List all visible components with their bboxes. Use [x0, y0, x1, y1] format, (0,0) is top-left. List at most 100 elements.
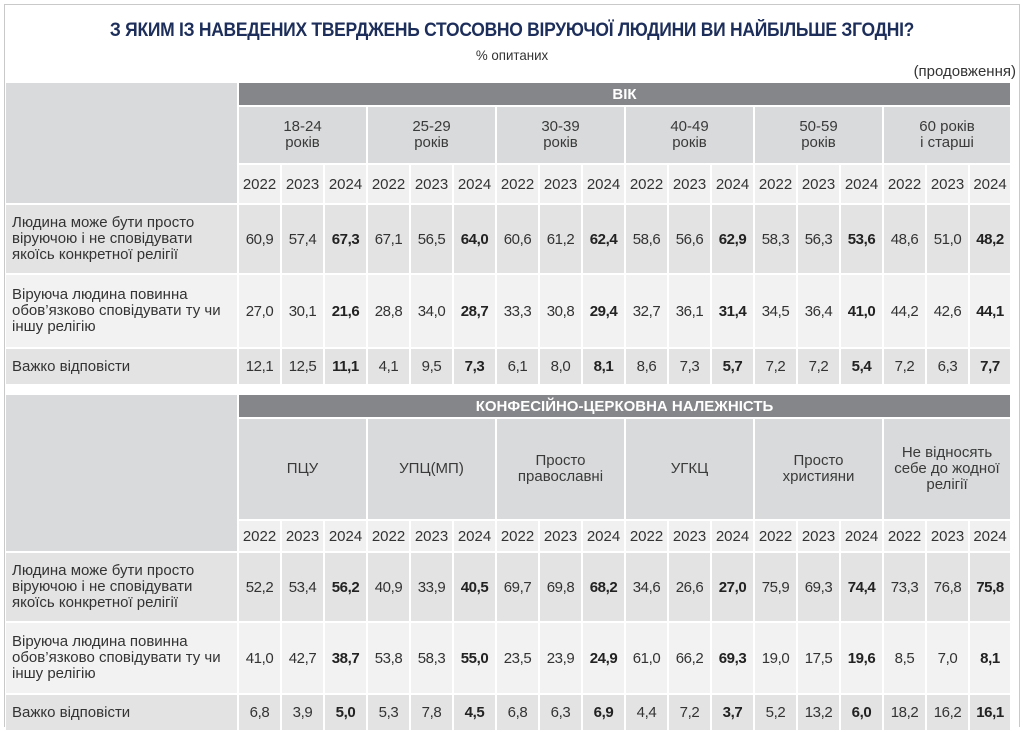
year-header: 2023: [926, 520, 970, 553]
year-header: 2023: [410, 520, 454, 553]
value-cell-2024: 27,0: [711, 552, 755, 623]
group-label-line1: Просто: [535, 452, 586, 469]
value-cell: 8,5: [883, 622, 927, 695]
value-cell: 3,9: [281, 694, 325, 732]
value-cell: 26,6: [668, 552, 712, 623]
group-label-line2: років: [285, 134, 320, 151]
value-cell-2024: 6,0: [840, 694, 884, 732]
year-header: 2024: [969, 520, 1013, 553]
value-cell-2024: 48,2: [969, 204, 1012, 275]
group-label-line2: православні: [517, 468, 604, 485]
value-cell-2024: 11,1: [324, 348, 368, 386]
year-header: 2023: [668, 164, 712, 205]
value-cell-2024: 16,1: [969, 694, 1013, 732]
value-cell: 56,6: [668, 204, 712, 275]
value-cell: 7,2: [797, 348, 841, 386]
value-cell-2024: 28,7: [453, 274, 497, 349]
year-header: 2022: [883, 164, 927, 205]
value-cell-2024: 41,0: [840, 274, 884, 349]
year-header: 2023: [281, 520, 325, 553]
group-header: 60 років і старші: [883, 106, 1012, 165]
table-frame: [4, 4, 1020, 727]
page-subtitle: % опитаних: [475, 47, 549, 63]
group-label-line2: років: [543, 134, 578, 151]
value-cell: 34,6: [625, 552, 669, 623]
value-cell: 69,7: [496, 552, 540, 623]
value-cell: 42,6: [926, 274, 970, 349]
value-cell: 61,2: [539, 204, 583, 275]
row-label: Важко відповісти: [6, 348, 239, 386]
value-cell: 33,9: [410, 552, 454, 623]
year-header: 2022: [238, 164, 282, 205]
group-header: 40-49 років: [625, 106, 755, 165]
value-cell-2024: 19,6: [840, 622, 884, 695]
year-header: 2023: [797, 520, 841, 553]
value-cell: 6,3: [926, 348, 970, 386]
group-header: 30-39 років: [496, 106, 626, 165]
value-cell-2024: 75,8: [969, 552, 1013, 623]
page-title: З ЯКИМ ІЗ НАВЕДЕНИХ ТВЕРДЖЕНЬ СТОСОВНО В…: [109, 20, 915, 41]
year-header: 2024: [840, 164, 884, 205]
year-header: 2024: [453, 164, 497, 205]
value-cell-2024: 55,0: [453, 622, 497, 695]
value-cell: 7,2: [883, 348, 927, 386]
value-cell: 6,8: [496, 694, 540, 732]
value-cell-2024: 62,4: [582, 204, 626, 275]
continuation-note: (продовження): [913, 63, 1016, 80]
year-header: 2022: [625, 164, 669, 205]
group-label-line1: УГКЦ: [670, 460, 709, 477]
value-cell-2024: 29,4: [582, 274, 626, 349]
value-cell: 42,7: [281, 622, 325, 695]
group-label-line2: років: [801, 134, 836, 151]
value-cell: 69,3: [797, 552, 841, 623]
group-label-line1: 50-59: [799, 118, 838, 135]
group-label-line2: років: [672, 134, 707, 151]
value-cell: 34,0: [410, 274, 454, 349]
year-header: 2023: [281, 164, 325, 205]
group-header: 18-24 років: [238, 106, 368, 165]
year-header: 2022: [754, 164, 798, 205]
value-cell-2024: 62,9: [711, 204, 755, 275]
year-header: 2024: [582, 164, 626, 205]
group-header: УГКЦ: [625, 418, 755, 521]
age-table: ВІК 18-24 років 25-29 років 30-39 років 40-49 ро…: [6, 83, 1012, 386]
value-cell-2024: 69,3: [711, 622, 755, 695]
band-confession: КОНФЕСІЙНО-ЦЕРКОВНА НАЛЕЖНІСТЬ: [238, 395, 1013, 419]
value-cell: 48,6: [883, 204, 927, 275]
row-label: Віруюча людина повинна обов’язково спові…: [6, 622, 239, 695]
value-cell-2024: 5,0: [324, 694, 368, 732]
value-cell: 73,3: [883, 552, 927, 623]
value-cell: 58,3: [410, 622, 454, 695]
value-cell: 6,3: [539, 694, 583, 732]
value-cell-2024: 24,9: [582, 622, 626, 695]
value-cell: 56,3: [797, 204, 841, 275]
value-cell: 33,3: [496, 274, 540, 349]
group-header: Просто православні: [496, 418, 626, 521]
value-cell: 8,6: [625, 348, 669, 386]
value-cell: 66,2: [668, 622, 712, 695]
value-cell: 36,1: [668, 274, 712, 349]
group-label-line2: християни: [782, 468, 855, 485]
value-cell-2024: 5,7: [711, 348, 755, 386]
year-header: 2022: [238, 520, 282, 553]
value-cell: 18,2: [883, 694, 927, 732]
value-cell: 23,5: [496, 622, 540, 695]
value-cell: 6,8: [238, 694, 282, 732]
value-cell: 41,0: [238, 622, 282, 695]
value-cell-2024: 4,5: [453, 694, 497, 732]
header-blank-cell: [6, 83, 239, 205]
table-row: Важко відповісти 6,8 3,9 5,0 5,3 7,8 4,5 6,8 6,3…: [6, 694, 1013, 732]
group-label-line1: УПЦ(МП): [399, 460, 464, 477]
value-cell: 6,1: [496, 348, 540, 386]
group-label-line2: років: [414, 134, 449, 151]
row-label: Важко відповісти: [6, 694, 239, 732]
year-header: 2022: [883, 520, 927, 553]
value-cell: 52,2: [238, 552, 282, 623]
year-header: 2022: [496, 520, 540, 553]
group-label-line1: 25-29: [412, 118, 451, 135]
value-cell: 30,1: [281, 274, 325, 349]
year-header: 2024: [582, 520, 626, 553]
value-cell: 9,5: [410, 348, 454, 386]
group-label-line1: 60 років: [919, 118, 975, 135]
value-cell-2024: 8,1: [969, 622, 1013, 695]
